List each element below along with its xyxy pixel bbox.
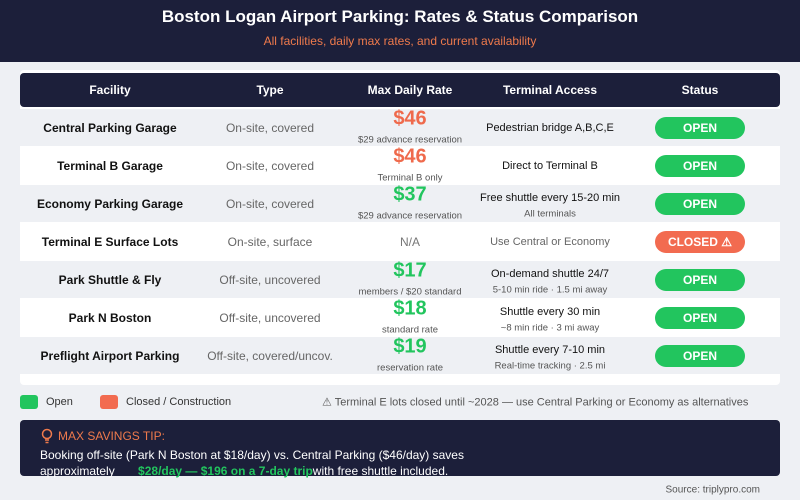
facility: Economy Parking Garage (36, 197, 184, 211)
type: On-site, covered (225, 121, 315, 135)
legend-label: Closed / Construction (126, 396, 232, 408)
tip-text-after: with free shuttle included. (312, 464, 449, 478)
column-header: Terminal Access (502, 83, 598, 97)
subtitle: All facilities, daily max rates, and cur… (263, 34, 537, 48)
access: Shuttle every 7-10 min (494, 344, 606, 356)
bulb-icon (41, 428, 53, 444)
table-row (20, 261, 780, 298)
facility: Terminal B Garage (57, 159, 163, 173)
facility: Park Shuttle & Fly (58, 273, 162, 287)
type: On-site, surface (227, 235, 313, 249)
status-badge: CLOSED ⚠ (655, 231, 745, 253)
status-badge: OPEN (655, 345, 745, 367)
type: Off-site, uncovered (219, 311, 321, 325)
title: Boston Logan Airport Parking: Rates & St… (161, 7, 639, 26)
tip-text-before: Booking off-site (Park N Boston at $18/d… (40, 448, 464, 478)
column-header: Facility (89, 83, 131, 97)
header (0, 0, 800, 62)
rate-note: members / $20 standard (358, 286, 462, 298)
rate-note: standard rate (382, 324, 438, 336)
access-note: Real-time tracking · 2.5 mi (494, 360, 606, 372)
facility: Park N Boston (68, 311, 152, 325)
column-header: Type (256, 83, 284, 97)
facility: Preflight Airport Parking (40, 349, 180, 363)
rate: $37 (393, 183, 427, 206)
rate: N/A (399, 235, 421, 249)
column-header: Status (681, 83, 719, 97)
rate: $17 (393, 259, 427, 282)
table-row (20, 109, 780, 146)
status-badge: OPEN (655, 117, 745, 139)
type: On-site, covered (225, 159, 315, 173)
tip-highlight: $28/day — $196 on a 7-day trip (138, 464, 313, 478)
table-row (20, 147, 780, 184)
tip-box (20, 420, 780, 476)
type: On-site, covered (225, 197, 315, 211)
column-header: Max Daily Rate (367, 83, 453, 97)
table-row (20, 185, 780, 222)
type: Off-site, covered/uncov. (207, 349, 333, 363)
legend-note: ⚠ Terminal E lots closed until ~2028 — u… (322, 396, 749, 409)
legend-label: Open (46, 396, 73, 408)
tip-text: Booking off-site (Park N Boston at $18/d… (40, 447, 510, 479)
access-note: ~8 min ride · 3 mi away (500, 322, 600, 334)
facility: Central Parking Garage (43, 121, 177, 135)
rate: $46 (393, 107, 427, 130)
access: Direct to Terminal B (502, 160, 598, 172)
status-badge: OPEN (655, 155, 745, 177)
facility: Terminal E Surface Lots (41, 235, 179, 249)
status-badge: OPEN (655, 193, 745, 215)
rate: $19 (393, 335, 427, 358)
tip-label: MAX SAVINGS TIP: (58, 429, 165, 443)
access-note: All terminals (524, 208, 576, 220)
rate-note: $29 advance reservation (357, 134, 463, 146)
access-note: 5-10 min ride · 1.5 mi away (492, 284, 608, 296)
access: Free shuttle every 15-20 min (479, 192, 621, 204)
table-row (20, 337, 780, 374)
table-row (20, 299, 780, 336)
table-header (20, 73, 780, 107)
rate-note: reservation rate (376, 362, 444, 374)
legend-swatch (20, 395, 38, 409)
access: Pedestrian bridge A,B,C,E (486, 122, 614, 134)
access: Shuttle every 30 min (499, 306, 601, 318)
rate-note: Terminal B only (377, 172, 443, 184)
type: Off-site, uncovered (219, 273, 321, 287)
table-row (20, 223, 780, 260)
rate: $18 (393, 297, 427, 320)
access: On-demand shuttle 24/7 (490, 268, 610, 280)
status-badge: OPEN (655, 269, 745, 291)
status-badge: OPEN (655, 307, 745, 329)
rate: $46 (393, 145, 427, 168)
access: Use Central or Economy (490, 236, 610, 248)
legend-swatch (100, 395, 118, 409)
rate-note: $29 advance reservation (357, 210, 463, 222)
source: Source: triplypro.com (665, 484, 760, 496)
